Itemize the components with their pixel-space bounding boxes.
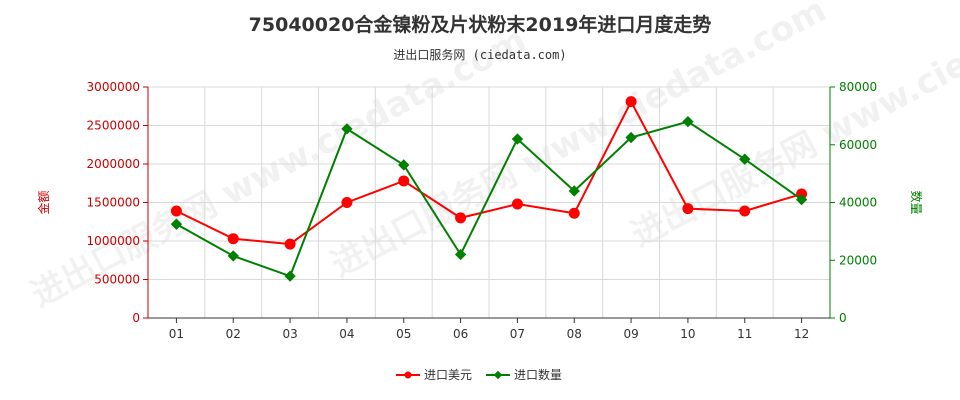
series-2-point[interactable] bbox=[227, 250, 239, 262]
series-1-point[interactable] bbox=[227, 233, 239, 245]
left-tick-label: 3000000 bbox=[87, 80, 140, 94]
x-tick-label: 05 bbox=[396, 327, 411, 341]
series-1-point[interactable] bbox=[170, 205, 182, 217]
series-2-point[interactable] bbox=[625, 131, 637, 144]
series-2-point[interactable] bbox=[454, 248, 467, 261]
left-tick-label: 500000 bbox=[94, 273, 140, 287]
series-1-point[interactable] bbox=[625, 96, 637, 108]
series-2-point[interactable] bbox=[568, 185, 580, 197]
series-1-point[interactable] bbox=[341, 197, 353, 208]
series-2-point[interactable] bbox=[739, 153, 751, 165]
series-1-point[interactable] bbox=[682, 203, 694, 215]
x-tick-label: 06 bbox=[453, 327, 468, 341]
legend-marker-1 bbox=[404, 371, 412, 379]
series-1-point[interactable] bbox=[511, 198, 523, 210]
chart-subtitle: 进出口服务网 (ciedata.com) bbox=[393, 48, 567, 62]
right-tick-label: 20000 bbox=[839, 253, 877, 267]
legend-label-1: 进口美元 bbox=[424, 368, 472, 382]
x-tick-label: 01 bbox=[169, 327, 184, 341]
series-line-2 bbox=[175, 120, 803, 278]
x-tick-label: 07 bbox=[510, 327, 525, 341]
chart-title: 75040020合金镍粉及片状粉末2019年进口月度走势 bbox=[248, 14, 712, 36]
left-tick-label: 0 bbox=[132, 311, 140, 325]
series-1-point[interactable] bbox=[284, 238, 296, 250]
x-tick-label: 09 bbox=[623, 327, 638, 341]
series-2-point[interactable] bbox=[284, 270, 296, 282]
series-1-point[interactable] bbox=[568, 207, 580, 219]
series-2-point[interactable] bbox=[398, 159, 410, 171]
right-tick-label: 40000 bbox=[839, 196, 877, 210]
legend-label-2: 进口数量 bbox=[514, 367, 562, 382]
x-tick-label: 04 bbox=[339, 327, 354, 341]
left-tick-label: 1000000 bbox=[87, 234, 140, 248]
series-line-1 bbox=[175, 99, 802, 246]
left-tick-label: 2500000 bbox=[87, 119, 140, 133]
x-tick-label: 10 bbox=[680, 327, 695, 341]
legend-marker-2 bbox=[493, 370, 503, 380]
right-tick-label: 60000 bbox=[839, 138, 877, 152]
right-tick-label: 0 bbox=[839, 311, 847, 325]
left-tick-label: 2000000 bbox=[87, 157, 140, 171]
series-1-point[interactable] bbox=[739, 205, 751, 217]
series-2-point[interactable] bbox=[795, 193, 808, 206]
right-tick-label: 80000 bbox=[839, 80, 877, 94]
series-2-point[interactable] bbox=[341, 123, 353, 135]
right-axis-title: 数量 bbox=[909, 190, 924, 214]
left-axis-title: 金额 bbox=[36, 190, 51, 214]
x-tick-label: 03 bbox=[282, 327, 297, 341]
left-tick-label: 1500000 bbox=[87, 196, 140, 210]
series-2-point[interactable] bbox=[511, 133, 524, 145]
series-1-point[interactable] bbox=[455, 212, 467, 224]
series-2-point[interactable] bbox=[170, 218, 183, 230]
x-tick-label: 02 bbox=[226, 327, 241, 341]
series-1-point[interactable] bbox=[398, 175, 410, 187]
x-tick-label: 12 bbox=[794, 327, 809, 341]
x-tick-label: 11 bbox=[737, 327, 752, 341]
x-tick-label: 08 bbox=[567, 327, 582, 341]
